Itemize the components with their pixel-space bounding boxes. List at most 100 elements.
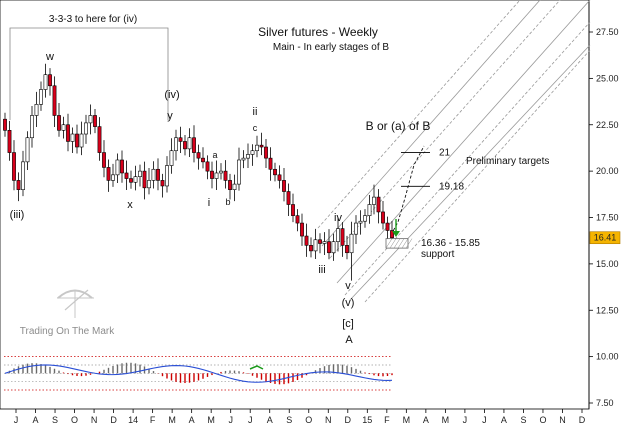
x-tick-label: F [150,415,156,425]
wave-label-iii: iii [318,264,325,276]
candle-body [187,137,192,150]
candle-body [196,152,201,159]
candle-body [129,178,133,183]
projected-path [390,145,425,236]
candle-body [111,174,115,181]
channel-line [336,0,591,284]
candle-body [115,159,120,176]
support-range-text: 16.36 - 15.85 [421,238,480,249]
candle-body [372,196,376,205]
x-tick-label: A [501,415,507,425]
candle-body [7,130,12,153]
x-axis: J A S O N D 14 F M A M J J A S O N D 15 F M A M J J A S O N D [14,409,586,425]
candle-body [25,137,30,163]
projection-markers: 21 19.18 [385,148,464,249]
candle-body [291,204,295,216]
wave-label-v-paren: (v) [342,297,355,309]
candle-body [120,159,124,174]
channel-line [344,21,591,296]
candle-body [57,115,61,131]
candle-body [30,115,34,139]
candle-body [241,157,246,161]
candle-body [237,159,241,185]
y-tick-label: 15.00 [596,259,619,269]
candle-body [214,172,219,179]
x-tick-label: J [14,415,19,425]
candle-body [246,154,250,159]
candle-body [295,215,300,224]
wave-label-a: a [212,150,217,160]
candle-body [169,150,174,166]
candle-body [232,183,237,190]
candle-body [183,141,187,150]
candle-body [322,241,327,244]
candle-body [70,133,75,142]
candle-body [336,228,340,242]
x-tick-label: M [207,415,215,425]
candle-body [268,157,273,170]
x-tick-label: A [33,415,39,425]
wave-label-x: x [127,199,133,211]
candle-body [84,122,88,135]
candle-body [345,245,349,254]
candle-body [43,74,48,90]
y-axis: 27.50 25.00 22.50 20.00 17.50 15.00 12.50 10.00… [589,27,619,408]
wave-label-i: i [208,197,210,209]
oscillator-line [4,364,393,383]
candle-body [205,161,210,172]
candle-body [201,157,205,163]
support-zone-hatch [401,238,409,249]
candle-body [282,180,286,192]
support-text: support [421,249,455,260]
support-zone-hatch [405,238,413,249]
candle-body [309,245,313,252]
candle-body [34,104,39,116]
candle-body [66,124,70,142]
targets-label: Preliminary targets [466,156,549,167]
wave-label-c-bracket: [c] [342,318,354,330]
candle-body [61,124,66,131]
x-tick-label: O [305,415,312,425]
candle-body [156,168,160,181]
candle-body [12,152,16,181]
support-zone-hatch [385,238,393,249]
channel-line [349,44,591,301]
candle-body [385,222,390,231]
target-level-label: 21 [439,148,451,159]
y-tick-label: 25.00 [596,73,619,83]
x-tick-label: 15 [362,415,372,425]
candle-body [16,180,21,190]
candle-body [147,180,151,189]
candle-body [133,176,138,183]
channel-line [321,0,541,247]
candle-body [250,150,255,155]
channel-line [317,0,521,229]
x-tick-label: M [403,415,411,425]
candle-body [340,228,345,246]
box-note-text: 3-3-3 to here for (iv) [49,14,137,25]
candle-body [331,241,336,254]
x-tick-label: O [71,415,78,425]
candle-body [304,235,309,246]
candle-body [277,174,282,181]
candle-body [88,115,93,124]
x-tick-label: N [559,415,566,425]
oscillator-signal [249,365,264,370]
wave-label-y: y [167,110,173,122]
candle-body [93,115,97,127]
candle-body [106,167,111,181]
wave-label-iv-paren: (iv) [164,89,179,101]
candle-body [358,220,363,224]
candle-body [97,126,102,153]
wave-label-iii-paren: (iii) [10,209,25,221]
candle-body [300,222,304,237]
y-tick-label: 27.50 [596,27,619,37]
support-zone-hatch [397,238,405,249]
x-tick-label: D [579,415,586,425]
x-tick-label: S [52,415,58,425]
candle-body [228,180,232,190]
chart-title: Silver futures - Weekly [258,25,378,39]
y-tick-label: 12.50 [596,305,619,315]
x-tick-label: J [463,415,468,425]
x-tick-label: J [482,415,487,425]
